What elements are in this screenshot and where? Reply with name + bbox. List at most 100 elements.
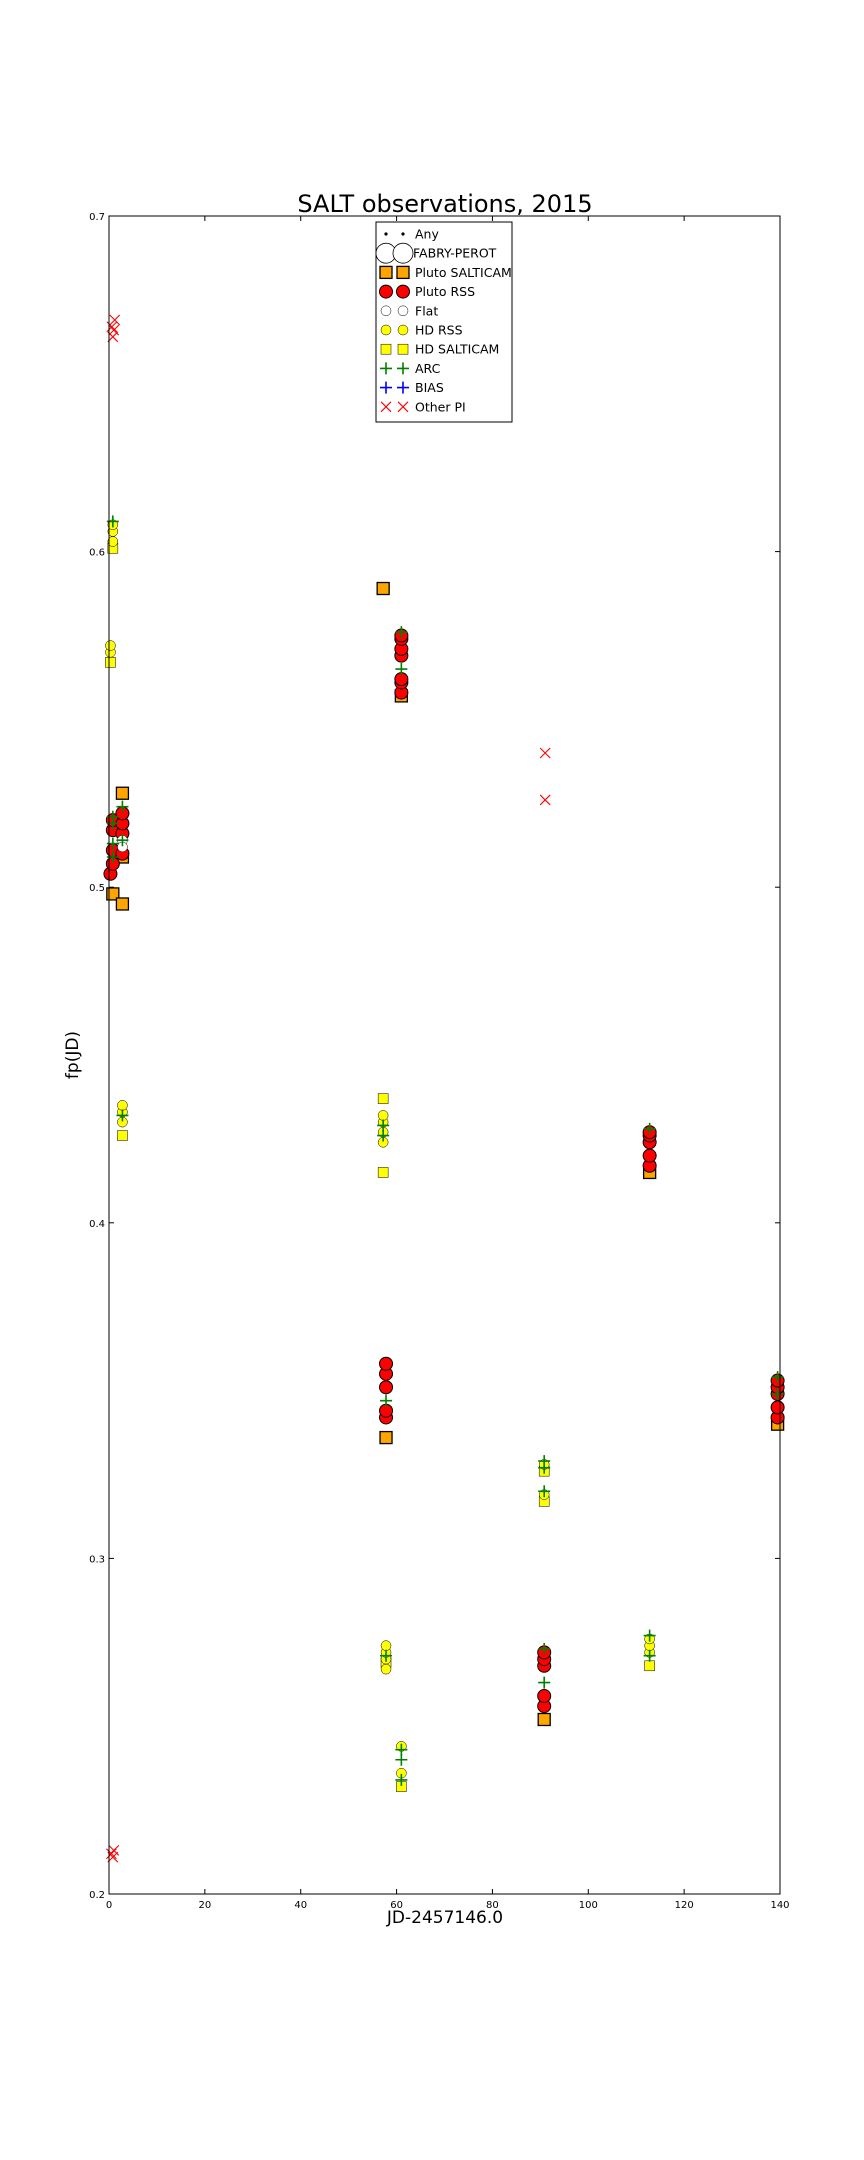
arc-point: [395, 1743, 408, 1756]
other-pi-point: [109, 314, 121, 326]
arc-point: [538, 1455, 551, 1468]
arc-point: [538, 1485, 551, 1498]
plot-frame: [108, 215, 781, 1895]
other-pi-point: [539, 794, 551, 806]
x-tick-label: 80: [486, 1900, 499, 1911]
legend-marker-pluto-rss: [379, 284, 393, 299]
legend-marker-any: [401, 232, 405, 236]
y-axis-label: fp(JD): [63, 1031, 83, 1079]
legend-marker-flat: [397, 305, 409, 317]
arc-point: [377, 1129, 390, 1142]
arc-point: [395, 626, 408, 639]
other-pi-point: [108, 1844, 120, 1856]
arc-point: [395, 1753, 408, 1766]
legend-marker-flat: [380, 305, 392, 317]
pluto-rss-point: [770, 1400, 785, 1415]
chart-title: SALT observations, 2015: [297, 190, 592, 218]
x-tick-label: 100: [579, 1900, 598, 1911]
arc-point: [643, 1122, 656, 1135]
arc-point: [771, 1387, 784, 1400]
legend-marker-pluto-rss: [396, 284, 410, 299]
hd-rss-point: [105, 640, 116, 651]
hd-salticam-point: [377, 1093, 389, 1104]
pluto-salticam-point: [537, 1712, 551, 1727]
x-tick-label: 40: [294, 1900, 307, 1911]
other-pi-point: [108, 324, 120, 336]
other-pi-point: [539, 747, 551, 759]
legend-label-any: Any: [415, 227, 439, 242]
y-tick-label: 0.6: [89, 548, 105, 559]
legend-label-pluto-salticam: Pluto SALTICAM: [415, 265, 512, 280]
other-pi-point: [107, 331, 119, 343]
arc-point: [395, 1773, 408, 1786]
hd-salticam-point: [117, 1130, 128, 1141]
other-pi-point: [107, 1851, 119, 1863]
legend-marker-other-pi: [397, 401, 409, 413]
y-tick-label: 0.2: [89, 1890, 105, 1901]
arc-point: [116, 834, 129, 847]
pluto-salticam-point: [376, 581, 390, 596]
legend-marker-hd-salticam: [397, 343, 409, 355]
legend-marker-fabry-perot: [392, 242, 414, 264]
pluto-rss-point: [379, 1380, 394, 1395]
arc-point: [538, 1643, 551, 1656]
legend-marker-arc: [380, 362, 392, 375]
arc-point: [643, 1629, 656, 1642]
y-tick-label: 0.3: [89, 1554, 105, 1565]
pluto-salticam-point: [115, 897, 130, 911]
plot-area: [103, 314, 785, 1863]
legend-marker-pluto-salticam: [396, 265, 410, 280]
y-tick-label: 0.4: [89, 1219, 105, 1230]
other-pi-point: [106, 1848, 117, 1860]
arc-point: [116, 800, 129, 813]
legend-marker-hd-salticam: [380, 343, 392, 355]
legend-label-fabry-perot: FABRY-PEROT: [413, 246, 497, 261]
legend: Any FABRY-PEROT Pluto SALTICAM Pluto RSS Fla…: [375, 221, 513, 423]
pluto-salticam-point: [106, 887, 120, 901]
legend-label-hd-salticam: HD SALTICAM: [415, 342, 499, 357]
x-tick-label: 60: [390, 1900, 403, 1911]
hd-rss-point: [377, 1110, 389, 1121]
legend-marker-hd-rss: [380, 324, 392, 336]
pluto-salticam-point: [379, 1430, 393, 1445]
pluto-rss-point: [642, 1148, 657, 1163]
legend-label-bias: BIAS: [415, 380, 444, 395]
arc-point: [643, 1649, 656, 1662]
legend-marker-hd-rss: [397, 324, 409, 336]
arc-point: [380, 1394, 393, 1407]
hd-rss-point: [117, 1100, 128, 1111]
arc-point: [771, 1371, 784, 1384]
legend-label-arc: ARC: [415, 361, 441, 376]
legend-label-flat: Flat: [415, 303, 438, 318]
arc-point: [116, 1109, 129, 1122]
pluto-rss-point: [379, 1356, 394, 1371]
arc-point: [395, 663, 408, 676]
legend-label-hd-rss: HD RSS: [415, 323, 463, 338]
hd-rss-point: [380, 1640, 392, 1651]
arc-point: [380, 1649, 393, 1662]
hd-salticam-point: [105, 657, 116, 668]
legend-marker-any: [384, 232, 388, 236]
legend-label-other-pi: Other PI: [415, 399, 466, 414]
y-tick-label: 0.7: [89, 212, 105, 223]
axis-ticks: 0 20 40 60 80 100 120 140 0.2 0.3 0.4 0.5 0.6 0.7: [89, 212, 789, 1911]
x-tick-label: 20: [198, 1900, 211, 1911]
hd-rss-point: [380, 1663, 392, 1675]
arc-point: [538, 1676, 551, 1689]
x-axis-label: JD-2457146.0: [386, 1908, 503, 1928]
pluto-rss-point: [537, 1688, 552, 1703]
legend-marker-pluto-salticam: [379, 265, 393, 280]
pluto-salticam-point: [115, 786, 130, 800]
legend-marker-bias: [380, 381, 392, 394]
hd-salticam-point: [377, 1167, 389, 1178]
x-tick-label: 0: [106, 1900, 112, 1911]
legend-marker-bias: [397, 381, 409, 394]
y-tick-label: 0.5: [89, 883, 105, 894]
x-tick-label: 140: [770, 1900, 789, 1911]
hd-salticam-point: [644, 1660, 655, 1672]
legend-marker-other-pi: [380, 401, 392, 413]
legend-label-pluto-rss: Pluto RSS: [415, 284, 475, 299]
x-tick-label: 120: [675, 1900, 694, 1911]
legend-marker-arc: [397, 362, 409, 375]
